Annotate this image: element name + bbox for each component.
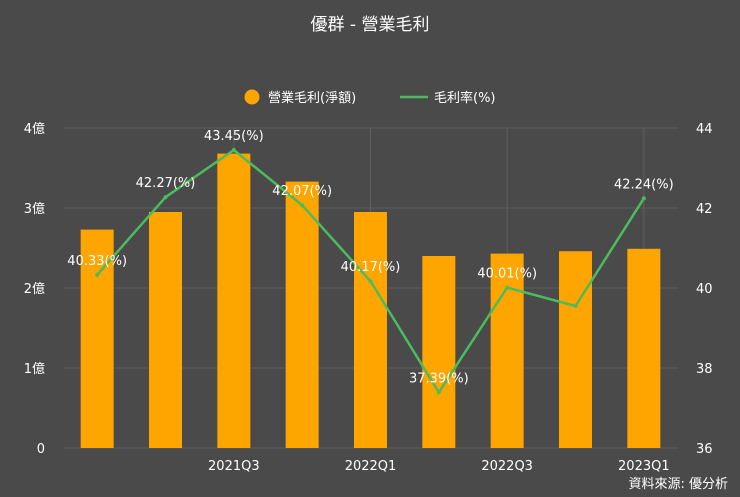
line-series [95, 148, 646, 395]
line-point-6 [436, 390, 441, 395]
legend-bar-marker [244, 89, 260, 105]
x-tick-label: 2023Q1 [618, 459, 670, 474]
bar-9 [627, 248, 661, 448]
line-point-4 [300, 203, 305, 208]
y-right-tick-label: 38 [696, 362, 713, 377]
line-point-3 [231, 148, 236, 152]
y-right-tick-label: 44 [696, 122, 713, 137]
line-point-5 [368, 279, 373, 284]
bar-8 [559, 251, 592, 448]
line-point-7 [505, 285, 510, 290]
x-tick-label: 2022Q1 [345, 459, 397, 474]
x-tick-label: 2021Q3 [208, 459, 260, 474]
legend-line-label: 毛利率(%) [434, 90, 496, 106]
y-left-tick-label: 2億 [24, 281, 45, 297]
data-label-3: 43.45(%) [204, 129, 264, 144]
legend: 營業毛利(淨額) 毛利率(%) [244, 89, 496, 106]
data-label-7: 40.01(%) [477, 267, 537, 282]
bar-1 [80, 229, 114, 448]
y-left-tick-label: 4億 [24, 121, 45, 137]
y-left-tick-label: 0 [37, 442, 45, 457]
x-tick-label: 2022Q3 [481, 459, 533, 474]
chart-title: 優群 - 營業毛利 [311, 15, 430, 35]
data-label-6: 37.39(%) [409, 371, 469, 386]
bar-5 [354, 212, 387, 448]
bar-2 [149, 212, 182, 448]
bar-series [80, 153, 661, 448]
y-right-tick-label: 36 [696, 442, 713, 457]
source-note: 資料來源: 優分析 [628, 477, 728, 492]
legend-bar-label: 營業毛利(淨額) [268, 90, 356, 106]
line-point-1 [95, 272, 100, 277]
line-point-9 [641, 196, 646, 201]
data-label-1: 40.33(%) [67, 254, 127, 269]
bar-3 [217, 153, 251, 448]
line-point-2 [163, 195, 168, 200]
data-label-5: 40.17(%) [341, 260, 401, 275]
data-labels: 40.33(%) 42.27(%) 43.45(%) 42.07(%) 40.17(%)… [67, 129, 673, 386]
data-label-9: 42.24(%) [614, 177, 674, 192]
axes: 0 1億 2億 3億 4億 36 38 40 42 44 2021Q3 2022Q1 2022Q3 202… [24, 121, 713, 474]
y-right-tick-label: 40 [696, 282, 713, 297]
data-label-4: 42.07(%) [272, 184, 332, 199]
y-left-tick-label: 1億 [24, 361, 45, 377]
data-label-2: 42.27(%) [136, 176, 196, 191]
bar-6 [422, 256, 456, 448]
bar-7 [490, 253, 524, 448]
line-point-8 [573, 304, 578, 308]
bar-4 [285, 181, 319, 448]
y-left-tick-label: 3億 [24, 201, 45, 217]
y-right-tick-label: 42 [696, 202, 713, 217]
